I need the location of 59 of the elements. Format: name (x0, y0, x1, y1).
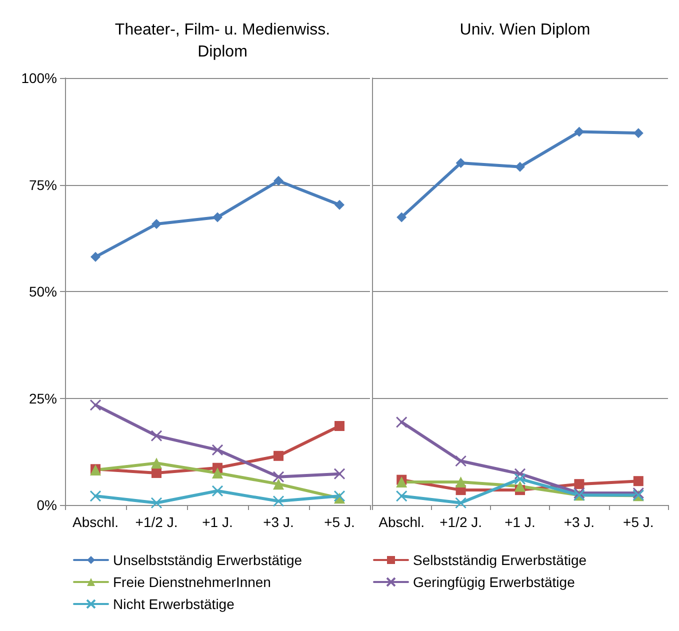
chart-title: Univ. Wien Diplom (460, 22, 590, 38)
point (455, 455, 467, 467)
point (272, 495, 284, 507)
legend-label: Unselbstständig Erwerbstätige (113, 552, 302, 568)
point (396, 212, 407, 222)
x-tick-label: +5 J. (623, 514, 654, 530)
point (633, 476, 644, 486)
point (274, 450, 284, 461)
point (455, 497, 467, 509)
x-tick-label: Abschl. (378, 514, 425, 530)
legend-label: Nicht Erwerbstätige (113, 596, 235, 612)
legend-label: Selbstständig Erwerbstätige (413, 552, 587, 568)
point (152, 468, 162, 478)
point (152, 219, 162, 230)
point (212, 467, 223, 478)
x-tick-label: +1/2 J. (440, 514, 482, 530)
x-tick-label: +3 J. (564, 514, 595, 530)
point (334, 200, 344, 210)
point (334, 468, 346, 480)
point (396, 490, 408, 502)
point (514, 473, 526, 485)
y-tick-label: 75% (28, 176, 57, 193)
point (633, 128, 644, 138)
point (574, 479, 584, 490)
point (151, 458, 162, 469)
point (396, 476, 408, 488)
point (272, 471, 284, 483)
point (90, 490, 102, 502)
x-tick-label: +1/2 J. (135, 514, 178, 530)
legend-label: Geringfügig Erwerbstätige (413, 574, 576, 590)
point (212, 444, 224, 456)
x-tick-label: +1 J. (504, 514, 536, 530)
point (273, 478, 284, 490)
x-tick-label: Abschl. (72, 514, 118, 530)
point (334, 490, 346, 502)
point (515, 162, 525, 172)
point (274, 176, 284, 186)
point (90, 252, 100, 262)
point (90, 399, 102, 411)
point (574, 126, 584, 137)
y-tick-label: 0% (36, 497, 57, 513)
y-tick-label: 50% (28, 284, 57, 300)
x-tick-label: +5 J. (324, 514, 355, 530)
point (396, 416, 408, 428)
point (514, 468, 526, 480)
point (212, 485, 224, 497)
point (150, 430, 162, 442)
chart-title: Theater-, Film- u. Medienwiss. Diplom (114, 22, 330, 60)
point (150, 497, 162, 509)
legend-label: Freie DienstnehmerInnen (113, 574, 271, 590)
x-tick-label: +3 J. (263, 514, 294, 530)
y-tick-label: 100% (21, 70, 57, 86)
point (456, 158, 466, 168)
point (334, 421, 344, 432)
point (455, 476, 466, 488)
point (212, 212, 222, 222)
y-tick-label: 25% (28, 390, 57, 406)
point (514, 480, 526, 492)
x-tick-label: +1 J. (202, 514, 233, 530)
